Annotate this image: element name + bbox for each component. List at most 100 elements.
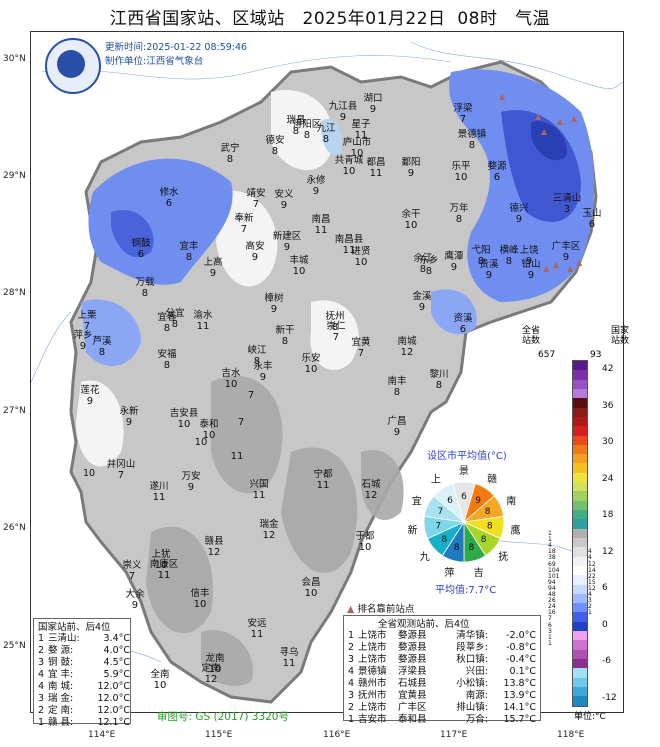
station-name: 南昌: [311, 214, 331, 225]
station-marker: 永修 9: [306, 175, 325, 197]
station-name: 德安: [265, 135, 285, 146]
station-marker: 安福 8: [157, 349, 176, 371]
station-marker: 景德镇 8: [458, 129, 487, 151]
station-value: 8: [253, 356, 261, 368]
rank-cell-rank: 1: [37, 633, 45, 644]
station-name: 永新: [119, 406, 139, 417]
lat-label: 25°N: [3, 641, 26, 651]
station-marker: 浔阳区 8: [293, 119, 322, 141]
station-marker: 金溪 9: [412, 291, 431, 314]
station-name: 玉山: [582, 208, 602, 219]
pie-slice-value: 7: [437, 507, 443, 517]
color-scale-step: [573, 491, 587, 501]
station-marker: 会昌 10: [301, 577, 320, 600]
station-value: 8: [171, 319, 179, 331]
station-value: 8: [322, 134, 330, 146]
rank-cell-city: 赣州市: [358, 678, 387, 689]
station-name: 峡江: [247, 345, 267, 356]
legend-header-nat: 国家 站数: [611, 326, 630, 347]
station-marker: 新建区 9: [273, 231, 302, 253]
rank-cell-rank: 1: [347, 714, 355, 725]
lon-label: 118°E: [557, 730, 585, 740]
pie-title: 设区市平均值(°C): [427, 451, 507, 462]
station-marker: 铜鼓 6: [131, 238, 150, 261]
station-name: 上高: [203, 257, 223, 268]
station-marker: 万载 8: [135, 277, 154, 299]
color-scale-tick: 18: [602, 510, 614, 520]
color-scale-step: [573, 537, 587, 548]
station-value: 7: [252, 199, 260, 211]
color-scale-step: [573, 444, 587, 455]
station-name: 兴国: [249, 479, 269, 490]
station-name: 于都: [355, 531, 375, 542]
color-scale-counts: 1 1 4 18 4 38 4 69 12 104 14 101 22 94 15 94 12 48 4 26 3 24 2…: [548, 530, 608, 650]
station-name: 东乡: [419, 255, 439, 266]
station-marker: 瑞昌 8: [286, 115, 305, 138]
station-value: 10: [153, 680, 167, 692]
station-marker: 兴国 11: [249, 479, 269, 501]
station-name: 吉安县: [169, 408, 199, 419]
station-name: 共青城: [334, 155, 364, 166]
rank-cell-value: 12.1°C: [97, 717, 130, 728]
station-value: 8: [292, 126, 300, 138]
lon-label: 117°E: [440, 730, 468, 740]
station-value: 8: [331, 322, 339, 334]
station-value: 9: [527, 270, 535, 282]
station-value: 9: [485, 270, 493, 282]
station-name: 寻乌: [279, 647, 299, 658]
rank-cell-value: -0.8°C: [506, 642, 536, 653]
color-scale-tick: 24: [602, 473, 614, 484]
rank-cell-city: 上饶市: [358, 642, 387, 653]
station-name: 吉水: [221, 368, 241, 379]
count-nat: 3: [588, 597, 592, 605]
station-value: 9: [393, 427, 401, 439]
station-marker: 7: [248, 390, 254, 401]
rank-cell-county: 广丰区: [398, 702, 427, 713]
station-name: 婺源: [487, 161, 507, 172]
pie-slice-label: 萍: [444, 567, 454, 579]
rank-cell-value: 5.9°C: [103, 669, 131, 680]
lat-label: 29°N: [3, 171, 26, 181]
rank-cell-value: 12.0°C: [97, 681, 130, 692]
triangle-icon: ▲: [347, 604, 355, 615]
rank-cell-rank: 4: [347, 666, 355, 677]
rank-cell-value: 3.4°C: [103, 633, 131, 644]
station-marker: 星子 11: [351, 119, 370, 141]
station-marker: 11: [231, 451, 244, 462]
color-scale-step: [573, 621, 587, 632]
station-value: 9: [525, 256, 533, 268]
station-value: 10: [202, 430, 216, 442]
station-value: 9: [418, 302, 426, 314]
station-value: 8: [477, 256, 485, 268]
station-marker: 南昌 11: [311, 214, 331, 236]
station-name: 10: [82, 468, 96, 479]
station-value: 9: [131, 600, 139, 612]
station-marker: 安义 9: [274, 189, 293, 211]
station-value: 11: [342, 245, 356, 257]
station-name: 广丰区: [551, 241, 581, 252]
count-all: 101: [548, 572, 560, 580]
station-marker: 九江县 9: [329, 101, 358, 123]
rank-cell-value: 12.0°C: [97, 693, 130, 704]
station-value: 10: [304, 588, 318, 600]
rank-cell-name: 定 南:: [48, 705, 74, 716]
rank-cell-value: 4.5°C: [103, 657, 131, 668]
station-name: 浮梁: [453, 103, 473, 114]
pie-slice-label: 九: [420, 551, 430, 563]
station-name: 余干: [401, 209, 421, 220]
station-value: 10: [454, 172, 468, 184]
station-marker: 浮梁 7: [453, 103, 473, 125]
station-marker: 广昌 9: [387, 416, 406, 439]
producer: 制作单位:江西省气象台: [105, 56, 204, 67]
lat-label: 28°N: [3, 288, 26, 298]
station-name: 横峰: [499, 245, 519, 256]
station-name: 新干: [275, 325, 295, 336]
count-all: 1: [548, 536, 552, 544]
station-value: 6: [137, 249, 145, 261]
station-value: 8: [393, 387, 401, 399]
station-marker: 共青城 10: [334, 155, 364, 177]
station-name: 铅山: [521, 259, 541, 270]
color-scale-step: [573, 659, 587, 669]
station-value: 10: [193, 599, 207, 611]
